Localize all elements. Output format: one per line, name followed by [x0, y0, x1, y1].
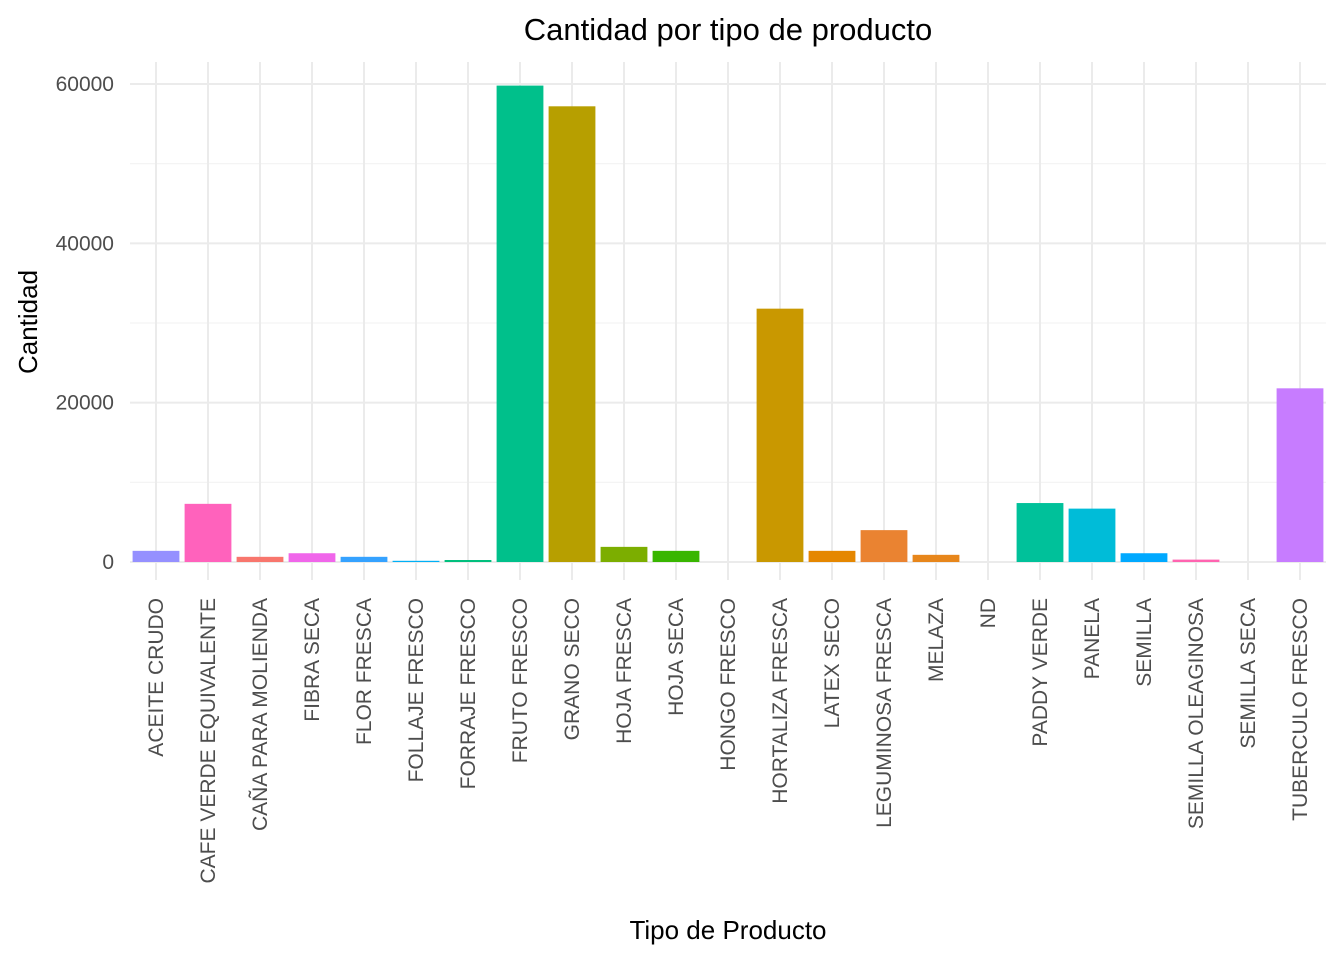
- bar: [1016, 503, 1064, 562]
- bar: [1276, 388, 1324, 562]
- x-tick-labels: ACEITE CRUDO CAFE VERDE EQUIVALENTE CAÑA P…: [145, 598, 1312, 884]
- bar: [1068, 508, 1116, 562]
- chart-title: Cantidad por tipo de producto: [524, 12, 932, 47]
- x-tick-label: ACEITE CRUDO: [145, 598, 168, 757]
- x-tick-label: FORRAJE FRESCO: [457, 598, 480, 789]
- bar: [600, 546, 648, 562]
- y-axis-title: Cantidad: [13, 270, 43, 374]
- x-tick-label: GRANO SECO: [561, 598, 584, 740]
- bar: [756, 308, 804, 562]
- bar: [236, 556, 284, 562]
- x-tick-label: ND: [977, 598, 1000, 628]
- x-tick-label: TUBERCULO FRESCO: [1289, 598, 1312, 821]
- x-tick-label: HOJA SECA: [665, 598, 688, 716]
- x-tick-label: HONGO FRESCO: [717, 598, 740, 771]
- x-tick-label: PADDY VERDE: [1029, 598, 1052, 747]
- y-tick-label: 40000: [56, 232, 114, 255]
- x-tick-label: HOJA FRESCA: [613, 598, 636, 744]
- bar: [808, 550, 856, 562]
- x-tick-label: SEMILLA OLEAGINOSA: [1185, 598, 1208, 829]
- x-tick-label: SEMILLA: [1133, 598, 1156, 687]
- bars: [132, 85, 1324, 563]
- x-axis-title: Tipo de Producto: [629, 915, 826, 945]
- y-tick-label: 20000: [56, 392, 114, 415]
- x-tick-label: FLOR FRESCA: [353, 598, 376, 745]
- x-tick-label: HORTALIZA FRESCA: [769, 598, 792, 804]
- x-tick-label: CAFE VERDE EQUIVALENTE: [197, 598, 220, 884]
- bar: [340, 556, 388, 562]
- x-tick-label: FRUTO FRESCO: [509, 598, 532, 763]
- x-tick-label: CAÑA PARA MOLIENDA: [248, 598, 272, 831]
- bar: [652, 550, 700, 562]
- x-tick-label: PANELA: [1081, 598, 1104, 679]
- x-tick-label: FIBRA SECA: [301, 598, 324, 722]
- x-tick-label: MELAZA: [925, 598, 948, 682]
- y-tick-label: 60000: [56, 73, 114, 96]
- bar: [860, 530, 908, 562]
- bar: [132, 550, 180, 562]
- grid: [130, 62, 1326, 580]
- bar: [912, 554, 960, 562]
- y-tick-label: 0: [102, 551, 114, 574]
- bar: [288, 553, 336, 562]
- x-tick-label: FOLLAJE FRESCO: [405, 598, 428, 782]
- bar: [184, 503, 232, 562]
- bar: [548, 106, 596, 562]
- bar: [444, 560, 492, 562]
- x-tick-label: LATEX SECO: [821, 598, 844, 728]
- y-tick-labels: 0 20000 40000 60000: [56, 73, 114, 574]
- bar: [1172, 559, 1220, 562]
- bar: [1120, 553, 1168, 562]
- x-tick-label: LEGUMINOSA FRESCA: [873, 598, 896, 828]
- bar: [392, 560, 440, 562]
- bar: [496, 85, 544, 563]
- x-tick-label: SEMILLA SECA: [1237, 598, 1260, 749]
